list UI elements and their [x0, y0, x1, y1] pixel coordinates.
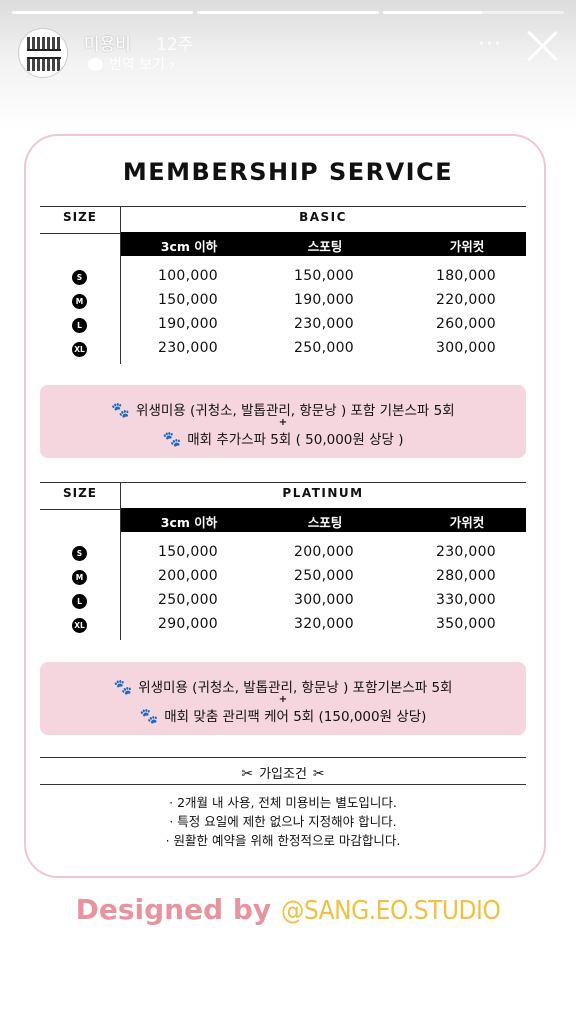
paw-icon: 🐾: [111, 401, 131, 419]
column-header: 가위컷: [449, 515, 485, 530]
table-row: XL 290,000 320,000 350,000: [40, 614, 526, 638]
column-header-bar: 3cm 이하 스포팅 가위컷: [121, 508, 526, 532]
more-horizontal-icon[interactable]: ···: [478, 32, 502, 57]
column-header: 3cm 이하: [160, 239, 218, 254]
price-cell: 190,000: [294, 292, 354, 308]
designed-by-label: Designed by: [75, 893, 272, 926]
see-translation-button[interactable]: 번역 보기 ›: [88, 54, 175, 74]
price-cell: 300,000: [436, 340, 496, 356]
column-header: 스포팅: [307, 515, 343, 530]
paw-icon: 🐾: [113, 678, 133, 696]
price-cell: 290,000: [158, 616, 218, 632]
price-cell: 250,000: [294, 340, 354, 356]
size-badge: L: [72, 594, 87, 609]
benefit-line: 🐾 위생미용 (귀청소, 발톱관리, 항문낭 ) 포함기본스파 5회: [113, 678, 453, 696]
price-cell: 280,000: [436, 568, 496, 584]
avatar[interactable]: [18, 28, 68, 78]
close-icon[interactable]: [524, 26, 560, 62]
flyer-title: MEMBERSHIP SERVICE: [122, 158, 454, 186]
tier-name-platinum: PLATINUM: [282, 486, 364, 500]
price-cell: 350,000: [436, 616, 496, 632]
paw-icon: 🐾: [139, 707, 159, 725]
table-row: S 150,000 200,000 230,000: [40, 542, 526, 566]
size-column-header: SIZE: [62, 486, 97, 500]
table-row: L 190,000 230,000 260,000: [40, 314, 526, 338]
column-header-bar: 3cm 이하 스포팅 가위컷: [121, 232, 526, 256]
list-item: · 원활한 예약을 위해 한정적으로 마감합니다.: [165, 833, 401, 848]
designed-by-credit: Designed by @SANG.EO.STUDIO: [0, 893, 576, 926]
price-cell: 150,000: [294, 268, 354, 284]
size-badge: L: [72, 318, 87, 333]
plus-sign: +: [278, 417, 288, 428]
username[interactable]: 미용비: [84, 35, 131, 55]
table-row: L 250,000 300,000 330,000: [40, 590, 526, 614]
platinum-benefit-box: 🐾 위생미용 (귀청소, 발톱관리, 항문낭 ) 포함기본스파 5회 + 🐾 매회 …: [40, 662, 526, 735]
basic-benefit-box: 🐾 위생미용 (귀청소, 발톱관리, 항문낭 ) 포함 기본스파 5회 + 🐾 매회…: [40, 385, 526, 458]
size-badge: M: [72, 570, 87, 585]
price-cell: 250,000: [158, 592, 218, 608]
table-row: XL 230,000 250,000 300,000: [40, 338, 526, 362]
basic-price-table: SIZE BASIC 3cm 이하 스포팅 가위컷 S 100,000 150,00…: [40, 206, 526, 364]
column-header: 가위컷: [449, 239, 485, 254]
price-cell: 320,000: [294, 616, 354, 632]
price-cell: 230,000: [436, 544, 496, 560]
benefit-line: 🐾 위생미용 (귀청소, 발톱관리, 항문낭 ) 포함 기본스파 5회: [111, 401, 455, 419]
price-cell: 230,000: [294, 316, 354, 332]
price-cell: 220,000: [436, 292, 496, 308]
size-column-header: SIZE: [62, 210, 97, 224]
platinum-price-table: SIZE PLATINUM 3cm 이하 스포팅 가위컷 S 150,000 200…: [40, 482, 526, 640]
price-cell: 330,000: [436, 592, 496, 608]
price-cell: 150,000: [158, 544, 218, 560]
membership-flyer: [24, 134, 546, 878]
price-cell: 300,000: [294, 592, 354, 608]
story-progress-bar: [12, 11, 564, 14]
price-cell: 180,000: [436, 268, 496, 284]
progress-segment: [382, 11, 564, 14]
list-item: · 특정 요일에 제한 없으나 지정해야 합니다.: [169, 814, 397, 829]
plus-sign: +: [278, 694, 288, 705]
price-cell: 150,000: [158, 292, 218, 308]
price-cell: 190,000: [158, 316, 218, 332]
progress-segment: [12, 11, 194, 14]
price-cell: 230,000: [158, 340, 218, 356]
scissors-icon: ✂: [312, 766, 325, 782]
tier-name-basic: BASIC: [299, 210, 347, 224]
size-badge: XL: [72, 618, 87, 633]
post-time: 12주: [156, 35, 194, 55]
column-header: 스포팅: [307, 239, 343, 254]
price-cell: 200,000: [294, 544, 354, 560]
size-badge: S: [72, 546, 87, 561]
paw-icon: 🐾: [162, 430, 182, 448]
story-header: 미용비 12주 번역 보기 › ···: [18, 26, 560, 78]
benefit-line: 🐾 매회 맞춤 관리팩 케어 5회 (150,000원 상당): [139, 707, 427, 725]
studio-handle-link[interactable]: @SANG.EO.STUDIO: [280, 896, 501, 926]
price-cell: 250,000: [294, 568, 354, 584]
size-badge: S: [72, 270, 87, 285]
benefit-line: 🐾 매회 추가스파 5회 ( 50,000원 상당 ): [162, 430, 404, 448]
progress-segment: [197, 11, 379, 14]
scissors-icon: ✂: [241, 766, 254, 782]
table-row: M 200,000 250,000 280,000: [40, 566, 526, 590]
see-translation-label: 번역 보기 ›: [109, 57, 176, 73]
price-cell: 260,000: [436, 316, 496, 332]
price-cell: 200,000: [158, 568, 218, 584]
size-badge: M: [72, 294, 87, 309]
price-cell: 100,000: [158, 268, 218, 284]
speech-bubble-icon: [88, 57, 103, 71]
conditions-heading: ✂ 가입조건 ✂: [241, 766, 325, 782]
table-row: M 150,000 190,000 220,000: [40, 290, 526, 314]
column-header: 3cm 이하: [160, 515, 218, 530]
table-row: S 100,000 150,000 180,000: [40, 266, 526, 290]
list-item: · 2개월 내 사용, 전체 미용비는 별도입니다.: [169, 795, 397, 810]
size-badge: XL: [72, 342, 87, 357]
conditions-list: · 2개월 내 사용, 전체 미용비는 별도입니다. · 특정 요일에 제한 없…: [40, 793, 526, 850]
